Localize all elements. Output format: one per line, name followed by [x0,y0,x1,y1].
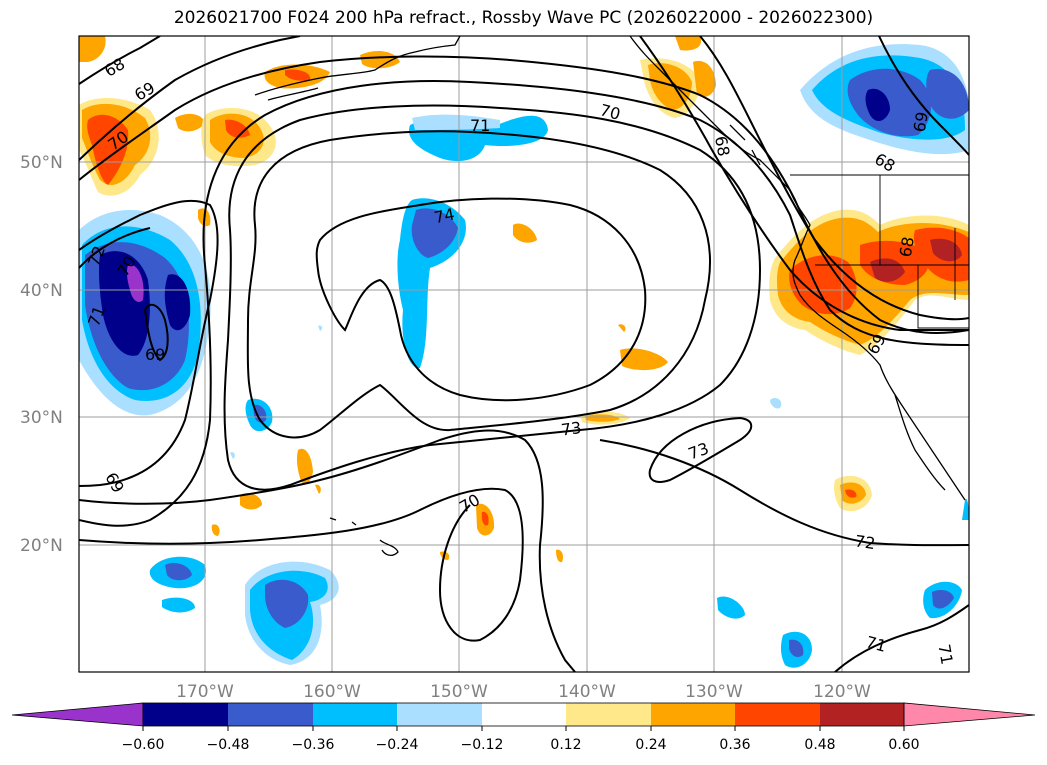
lon-label: 140°W [558,682,616,702]
colorbar-tick-label: −0.36 [292,737,335,753]
colorbar-tick-label: −0.60 [122,737,165,753]
negative-anomaly-shading [79,44,969,668]
latitude-labels: 50°N 40°N 30°N 20°N [20,153,63,556]
lon-label: 170°W [176,682,234,702]
contour-label: 68 [896,235,918,258]
contour-label: 73 [560,418,583,440]
colorbar-segment [820,703,904,726]
contour-lines [79,36,969,672]
colorbar-tick-label: −0.12 [461,737,504,753]
lon-label: 150°W [430,682,488,702]
colorbar-segment [482,703,566,726]
colorbar-segment [651,703,735,726]
grid-lines [79,36,969,672]
colorbar-tick-label: −0.48 [207,737,250,753]
colorbar-tick-label: −0.24 [376,737,419,753]
colorbar-segment [397,703,482,726]
contour-label: 69 [910,110,932,133]
lon-label: 160°W [303,682,361,702]
colorbar-tick-label: 0.36 [719,737,750,753]
contour-label: 71 [934,643,956,666]
coastlines [254,36,966,556]
contour-label: 72 [854,531,877,553]
colorbar-segment [566,703,651,726]
lat-label: 20°N [20,536,63,556]
lon-label: 120°W [813,682,871,702]
colorbar-segment [143,703,228,726]
lon-label: 130°W [685,682,743,702]
colorbar-tick-label: 0.12 [550,737,581,753]
contour-label: 74 [432,204,456,227]
contour-label: 70 [598,100,623,124]
lat-label: 30°N [20,408,63,428]
colorbar-extend-high [903,702,1036,727]
colorbar: −0.60 −0.48 −0.36 −0.24 −0.12 0.12 0.24 … [11,702,1036,753]
lat-label: 50°N [20,153,63,173]
colorbar-segment [313,703,397,726]
borders [790,174,969,329]
map-border [78,35,970,673]
colorbar-segment [735,703,820,726]
contour-label: 69 [145,345,165,364]
map-title: 2026021700 F024 200 hPa refract., Rossby… [173,8,874,28]
contour-label: 68 [711,135,733,158]
contour-label: 71 [470,116,490,135]
colorbar-segment [228,703,313,726]
colorbar-extend-low [11,702,144,727]
lat-label: 40°N [20,281,63,301]
colorbar-tick-label: 0.48 [804,737,835,753]
longitude-labels: 170°W 160°W 150°W 140°W 130°W 120°W [176,682,871,702]
colorbar-tick-label: 0.60 [888,737,919,753]
colorbar-tick-label: 0.24 [635,737,666,753]
contour-label: 71 [864,632,889,656]
